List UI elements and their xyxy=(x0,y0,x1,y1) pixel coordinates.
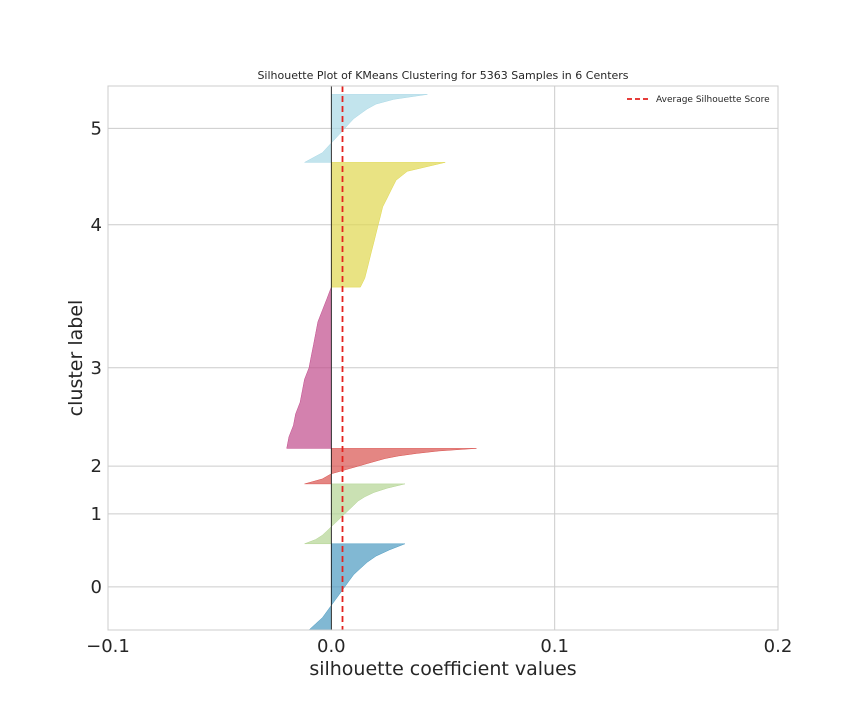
silhouette-areas xyxy=(286,94,477,631)
y-tick-label: 0 xyxy=(91,577,102,598)
cluster-4-silhouette xyxy=(331,162,446,288)
y-tick-label: 5 xyxy=(91,118,102,139)
y-axis-label: cluster label xyxy=(65,300,87,417)
chart-title: Silhouette Plot of KMeans Clustering for… xyxy=(257,69,628,82)
y-gridlines xyxy=(108,127,778,588)
y-tick-label: 2 xyxy=(91,456,102,477)
plot-frame xyxy=(107,85,779,631)
x-tick-label: 0.2 xyxy=(764,636,793,657)
legend: Average Silhouette Score xyxy=(627,95,770,105)
legend-label-average: Average Silhouette Score xyxy=(656,95,770,105)
cluster-5-silhouette xyxy=(304,94,428,163)
x-axis-label: silhouette coefficient values xyxy=(309,658,576,680)
plot-area xyxy=(108,86,778,630)
x-tick-label: −0.1 xyxy=(86,636,130,657)
x-tick-labels: −0.1 0.0 0.1 0.2 xyxy=(86,636,792,657)
x-tick-label: 0.0 xyxy=(317,636,346,657)
cluster-1-silhouette xyxy=(304,483,406,545)
x-tick-label: 0.1 xyxy=(540,636,569,657)
cluster-2-silhouette xyxy=(304,448,477,485)
cluster-3-silhouette xyxy=(286,287,332,449)
y-tick-labels: 0 1 2 3 4 5 xyxy=(91,118,102,597)
y-tick-label: 3 xyxy=(91,358,102,379)
cluster-0-silhouette xyxy=(308,543,406,631)
y-tick-label: 4 xyxy=(91,215,102,236)
y-tick-label: 1 xyxy=(91,504,102,525)
